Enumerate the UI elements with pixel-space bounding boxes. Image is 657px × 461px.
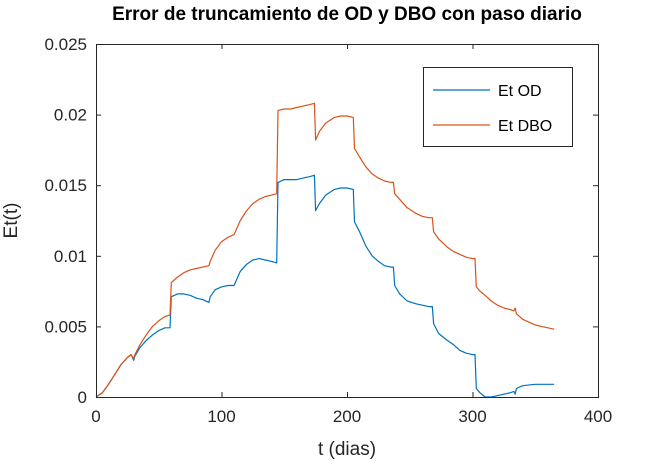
y-tick-label: 0.02 — [54, 106, 87, 125]
series-line-et-od — [95, 174, 555, 398]
x-axis-label: t (dias) — [318, 439, 376, 460]
x-tick-label: 400 — [584, 407, 612, 426]
series-line-et-dbo — [95, 102, 555, 398]
y-axis-label: Et(t) — [1, 203, 22, 239]
x-tick-label: 200 — [333, 407, 361, 426]
y-tick-label: 0.01 — [54, 247, 87, 266]
legend-label-et-od: Et OD — [498, 83, 542, 100]
chart-title: Error de truncamiento de OD y DBO con pa… — [112, 4, 582, 25]
x-tick-label: 0 — [91, 407, 100, 426]
y-tick-label: 0.005 — [44, 317, 87, 336]
y-tick-label: 0.015 — [44, 176, 87, 195]
y-tick-label: 0 — [78, 388, 87, 407]
x-tick-label: 100 — [207, 407, 235, 426]
y-tick-label: 0.025 — [44, 35, 87, 54]
legend-box — [423, 67, 573, 147]
x-tick-label: 300 — [458, 407, 486, 426]
legend-label-et-dbo: Et DBO — [498, 118, 552, 135]
series-layer — [95, 102, 555, 398]
tick-layer: 0 100 200 300 400 0 0.005 0.01 0.015 0.02 0.025 — [44, 35, 612, 426]
legend: Et OD Et DBO — [423, 67, 573, 147]
